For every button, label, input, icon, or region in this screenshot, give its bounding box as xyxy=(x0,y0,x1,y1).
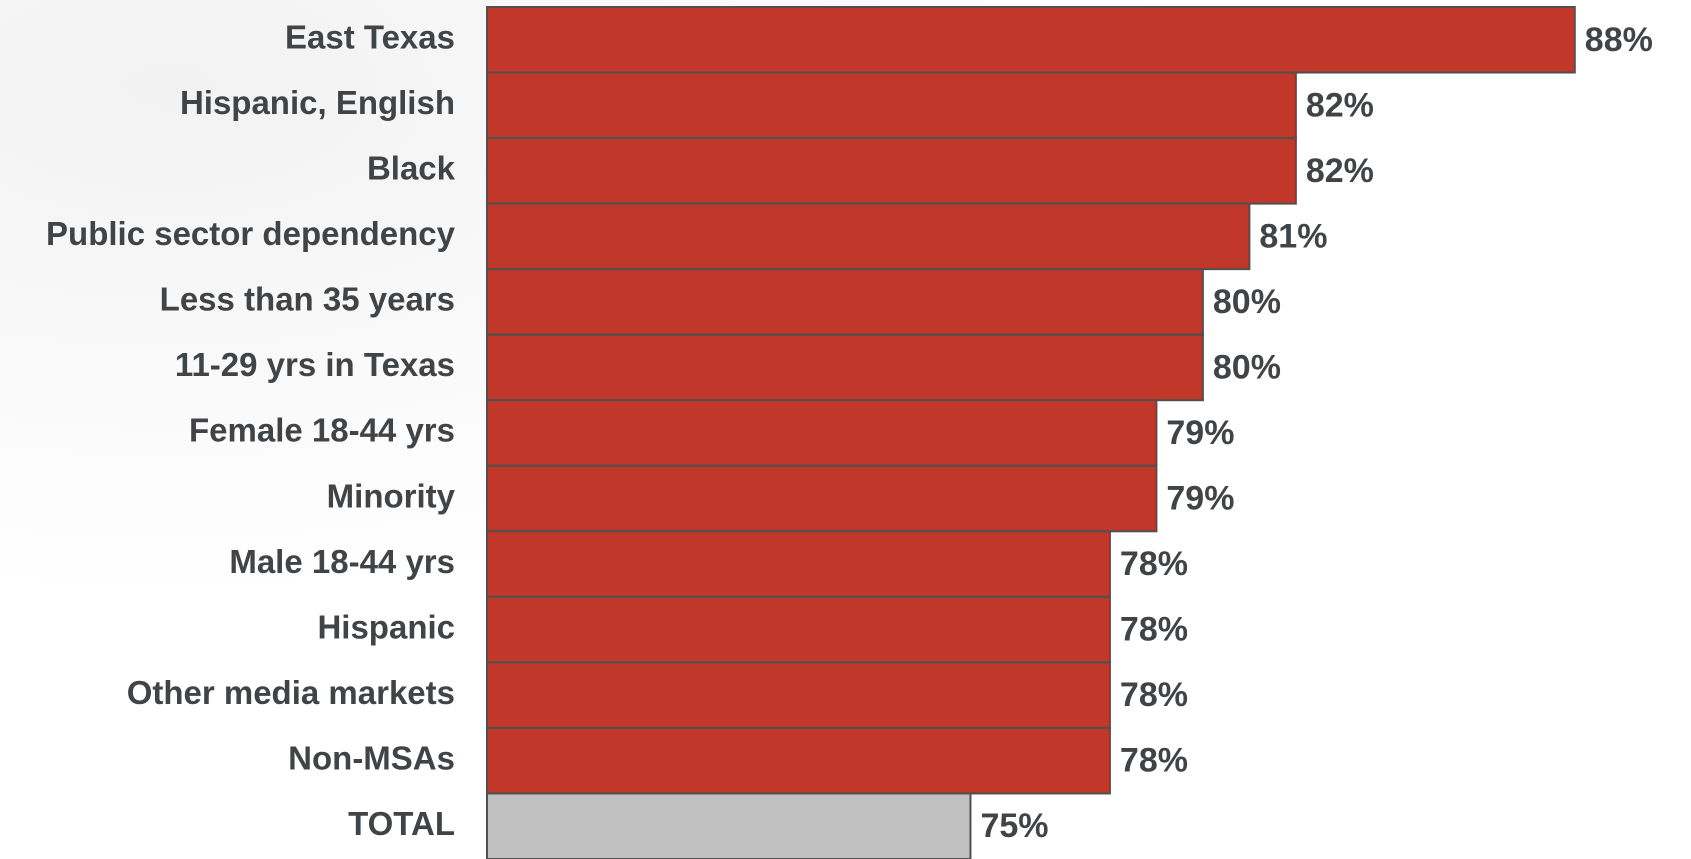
value-label: 82% xyxy=(1306,152,1374,190)
category-label: Hispanic xyxy=(317,608,455,645)
category-label: East Texas xyxy=(285,18,455,55)
bar xyxy=(486,268,1204,336)
category-label: Other media markets xyxy=(127,674,455,711)
bar xyxy=(486,464,1158,533)
category-label: Less than 35 years xyxy=(160,281,455,318)
category-label: Black xyxy=(367,150,456,187)
category-label: Hispanic, English xyxy=(180,84,455,121)
bar xyxy=(486,71,1297,140)
category-label: Female 18-44 yrs xyxy=(189,412,455,449)
bar xyxy=(486,595,1111,664)
bar xyxy=(486,530,1111,598)
category-label: TOTAL xyxy=(348,805,455,842)
bar xyxy=(486,726,1111,795)
value-label: 82% xyxy=(1306,86,1374,124)
value-label: 80% xyxy=(1213,348,1281,386)
value-label: 81% xyxy=(1259,217,1327,255)
value-label: 78% xyxy=(1120,742,1188,780)
bar xyxy=(486,399,1158,467)
value-label: 80% xyxy=(1213,283,1281,321)
bar xyxy=(486,202,1251,271)
bar xyxy=(486,792,972,859)
category-label: Minority xyxy=(327,477,456,514)
category-label: Male 18-44 yrs xyxy=(229,543,455,580)
category-label: Non-MSAs xyxy=(288,739,455,776)
bar xyxy=(486,333,1204,402)
category-label: 11-29 yrs in Texas xyxy=(175,346,455,383)
category-label: Public sector dependency xyxy=(46,215,456,252)
value-label: 79% xyxy=(1166,480,1234,518)
value-label: 75% xyxy=(980,807,1048,845)
value-label: 88% xyxy=(1585,21,1653,59)
bar xyxy=(486,661,1111,729)
value-label: 78% xyxy=(1120,611,1188,649)
value-label: 79% xyxy=(1166,414,1234,452)
bar xyxy=(486,6,1576,74)
value-label: 78% xyxy=(1120,676,1188,714)
value-label: 78% xyxy=(1120,545,1188,583)
bar xyxy=(486,137,1297,205)
